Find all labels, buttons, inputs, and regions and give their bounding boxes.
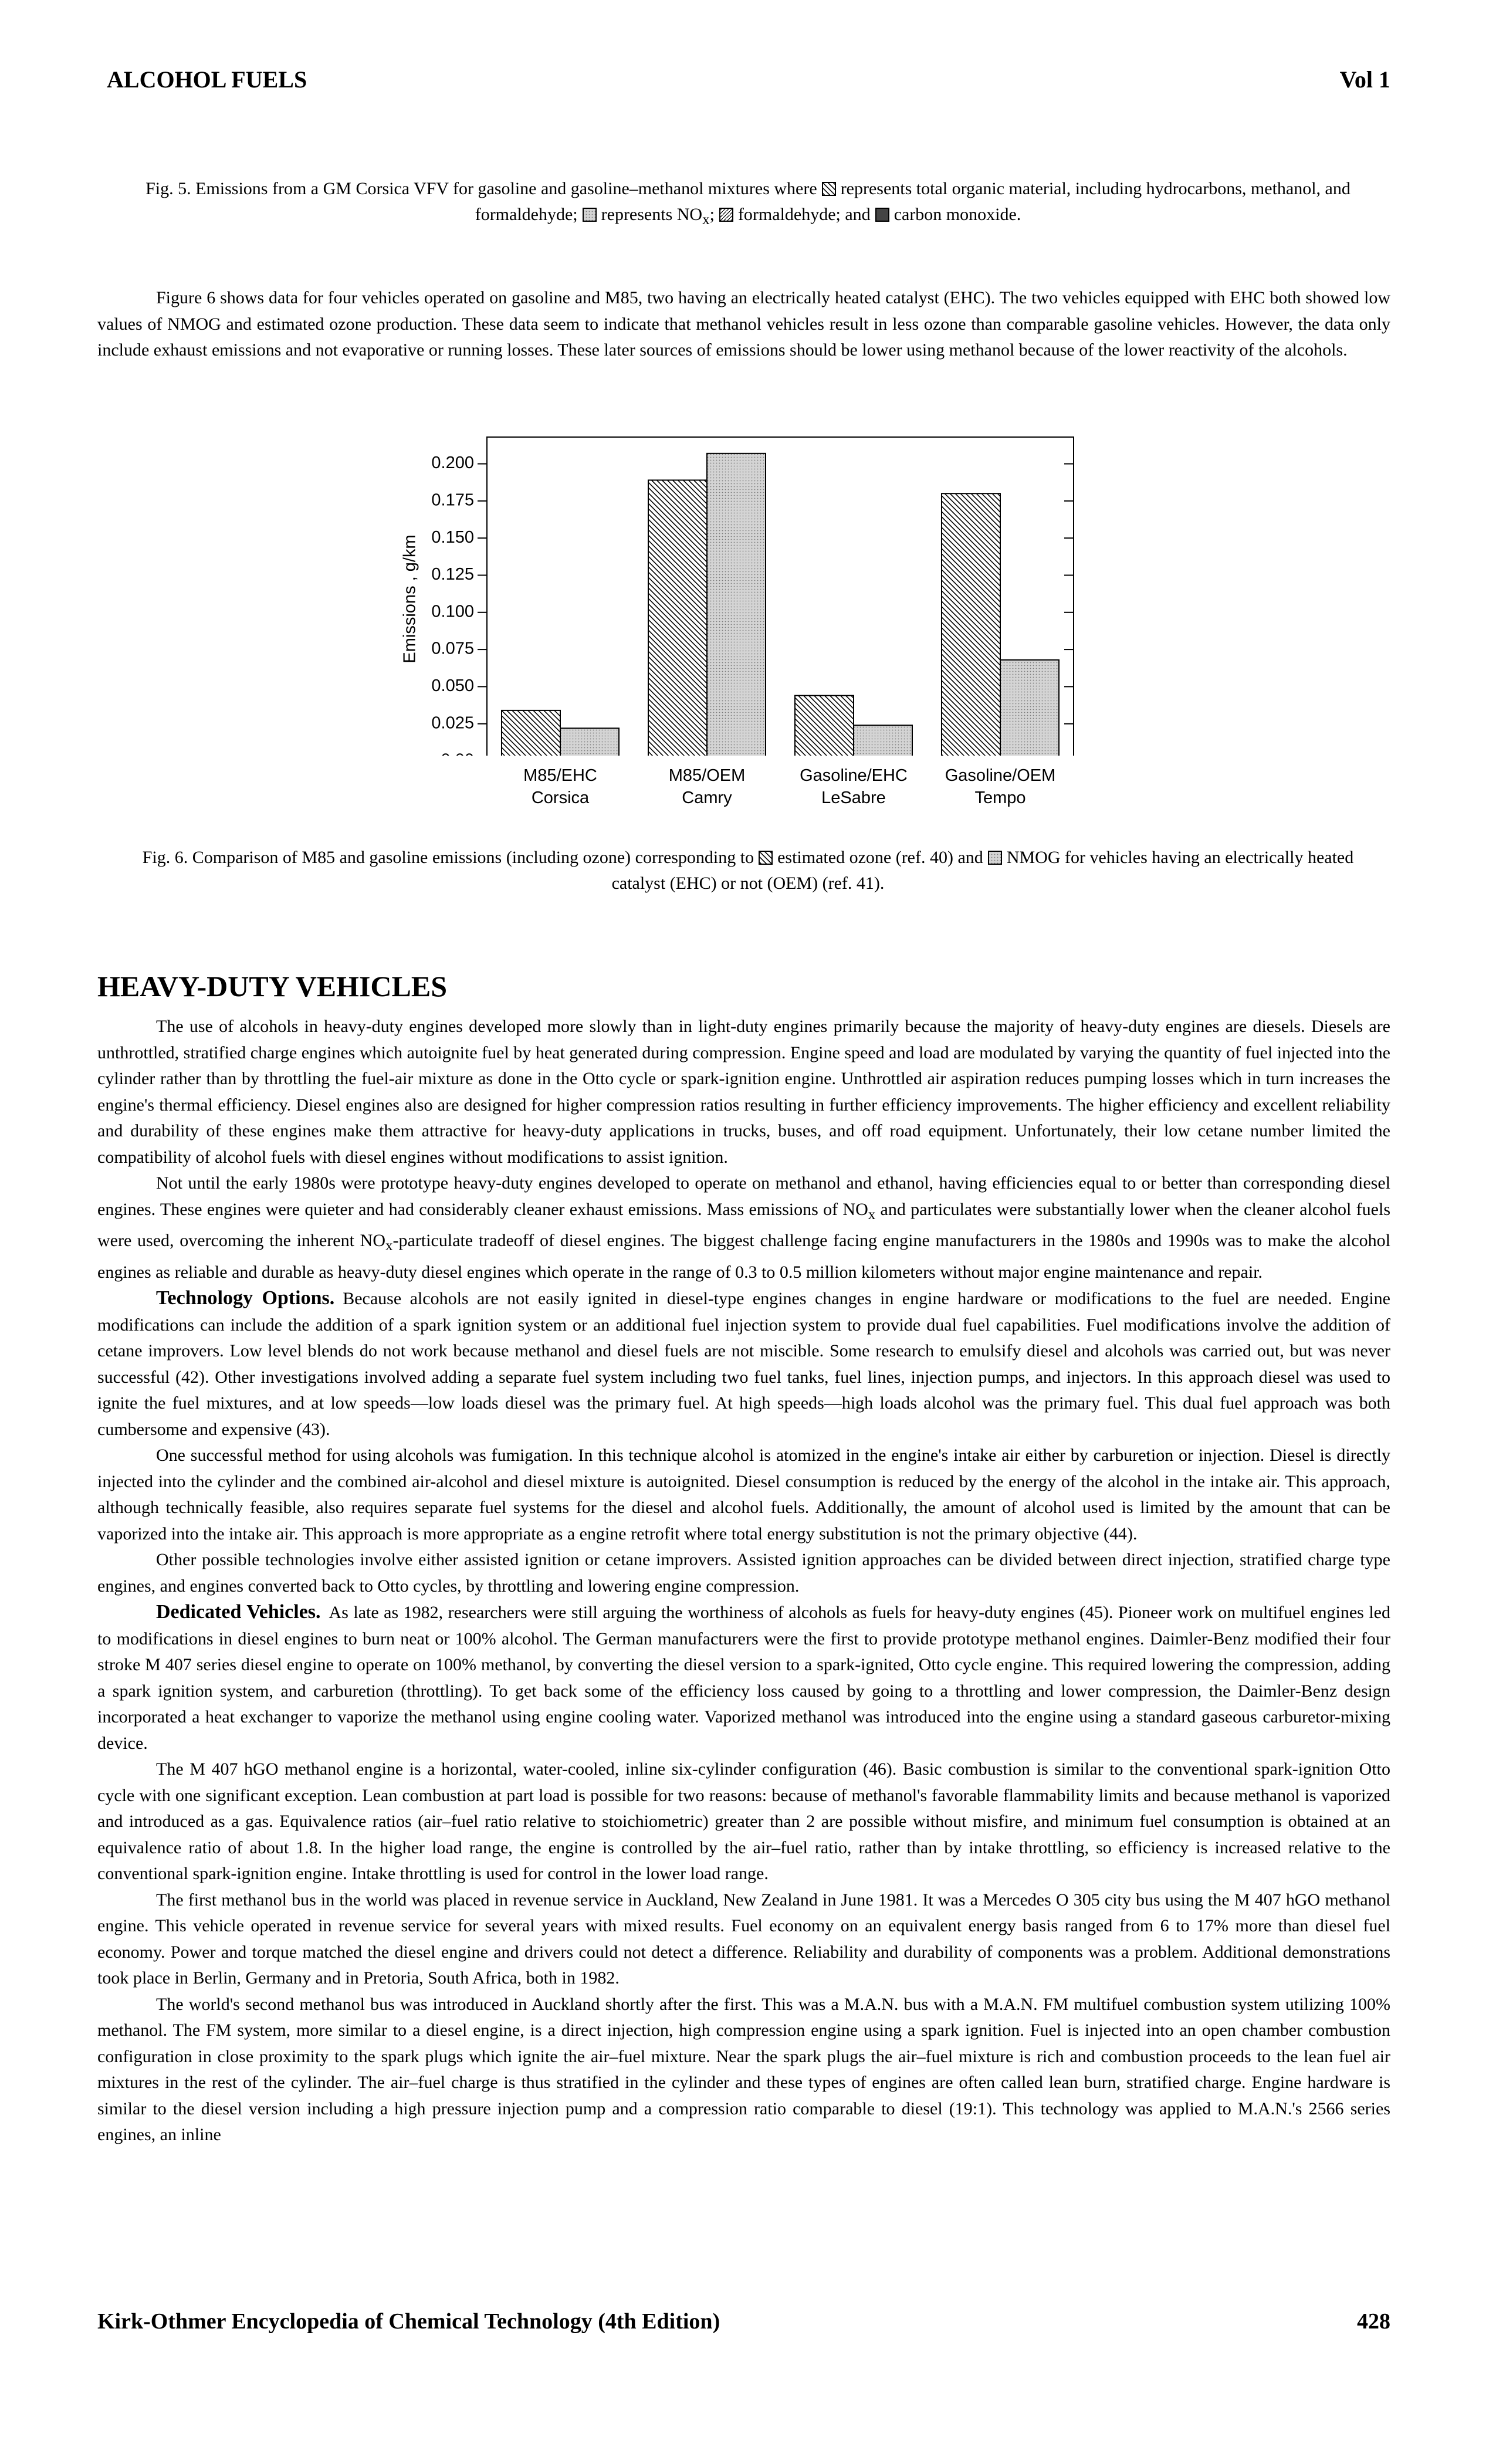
x-tick-label: M85/OEM Camry — [668, 766, 746, 807]
text-run: Not until the early 1980s were prototype… — [97, 1173, 1390, 1219]
y-tick-label: 0.200 — [431, 453, 474, 472]
body-text: The use of alcohols in heavy-duty engine… — [97, 1014, 1390, 2287]
y-tick-label: 0.150 — [431, 528, 474, 547]
running-header: ALCOHOL FUELS — [107, 66, 307, 93]
x-tick-label: Gasoline/EHC LeSabre — [800, 766, 908, 807]
caption-text: represents NO — [601, 205, 703, 224]
caption-text: for vehicles having an electrically heat… — [611, 848, 1354, 893]
text-run: and particulates were substantially lowe… — [97, 1199, 1390, 1251]
page-number: 428 — [1357, 2309, 1390, 2334]
x-tick-label: M85/EHC Corsica — [523, 766, 597, 807]
chart-svg: 0.00 0.025 0.050 0.075 0.100 0.125 0.150 0.175 0… — [401, 436, 1074, 770]
bar — [501, 709, 561, 762]
legend-icon — [821, 182, 836, 196]
paragraph: Technology Options. Because alcohols are … — [97, 1285, 1390, 1443]
caption-text: represents total organic material, inclu… — [475, 179, 1351, 224]
caption-text: Fig. 5. Emissions from a GM Corsica VFV … — [145, 179, 817, 198]
text-run: The first methanol bus in the world was … — [97, 1890, 1390, 1988]
section-heading: HEAVY-DUTY VEHICLES — [97, 970, 448, 1003]
footer-title: Kirk-Othmer Encyclopedia of Chemical Tec… — [97, 2309, 720, 2334]
bar — [706, 452, 766, 761]
run-in-heading: Dedicated Vehicles. — [156, 1601, 321, 1623]
paragraph: The first methanol bus in the world was … — [97, 1887, 1390, 1992]
paragraph: The world's second methanol bus was intr… — [97, 1992, 1390, 2148]
y-tick-label: 0.100 — [431, 602, 474, 621]
paragraph: Dedicated Vehicles. As late as 1982, rese… — [97, 1599, 1390, 1756]
y-tick-label: 0.175 — [431, 491, 474, 510]
caption-text: and — [957, 848, 983, 867]
paragraph: The use of alcohols in heavy-duty engine… — [97, 1014, 1390, 1170]
figure-caption: Fig. 5. Emissions from a GM Corsica VFV … — [141, 176, 1355, 233]
subscript: x — [385, 1238, 393, 1254]
text-run: -particulate tradeoff of diesel engines.… — [97, 1231, 1390, 1282]
bar — [794, 695, 854, 761]
text-run: The world's second methanol bus was intr… — [97, 1994, 1390, 2145]
text-run: Because alcohols are not easily ignited … — [97, 1289, 1390, 1439]
y-tick-label: 0.075 — [431, 639, 474, 658]
text-run: The M 407 hGO methanol engine is a horiz… — [97, 1759, 1390, 1883]
caption-text: Fig. 6. Comparison of M85 and gasoline e… — [142, 848, 754, 867]
text-run: One successful method for using alcohols… — [97, 1446, 1390, 1544]
y-tick-label: 0.050 — [431, 676, 474, 695]
bar — [560, 727, 620, 761]
legend-icon — [987, 851, 1002, 865]
bar — [941, 493, 1001, 761]
x-tick-label: Gasoline/OEM Tempo — [945, 766, 1056, 807]
legend-icon — [875, 208, 889, 222]
subscript: x — [702, 212, 710, 228]
y-tick-label: 0.00 — [441, 751, 474, 756]
figure-caption: Fig. 6. Comparison of M85 and gasoline e… — [141, 845, 1355, 896]
y-tick-label: 0.125 — [431, 565, 474, 584]
paragraph: Figure 6 shows data for four vehicles op… — [97, 288, 1390, 360]
subscript: x — [868, 1206, 876, 1223]
paragraph: The M 407 hGO methanol engine is a horiz… — [97, 1756, 1390, 1887]
caption-text: ; — [709, 205, 715, 224]
volume: Vol 1 — [1339, 66, 1390, 93]
caption-text: carbon monoxide. — [893, 205, 1021, 224]
text-run: The use of alcohols in heavy-duty engine… — [97, 1017, 1390, 1167]
paragraph: Not until the early 1980s were prototype… — [97, 1170, 1390, 1285]
text-run: Other possible technologies involve eith… — [97, 1550, 1390, 1596]
paragraph: One successful method for using alcohols… — [97, 1443, 1390, 1547]
intro-paragraph: Figure 6 shows data for four vehicles op… — [97, 285, 1390, 364]
run-in-heading: Technology Options. — [156, 1287, 335, 1309]
y-axis-label: Emissions , g/km — [401, 534, 419, 663]
caption-text: formaldehyde; and — [737, 205, 871, 224]
y-tick-label: 0.025 — [431, 713, 474, 732]
legend-icon — [759, 851, 773, 865]
legend-label: estimated ozone (ref. 40) — [777, 848, 953, 867]
chart: 0.00 0.025 0.050 0.075 0.100 0.125 0.150 0.175 0… — [387, 427, 1091, 838]
text-run: As late as 1982, researchers were still … — [97, 1603, 1390, 1753]
legend-icon — [719, 208, 733, 222]
bar — [648, 479, 708, 762]
legend-icon — [582, 208, 597, 222]
paragraph: Other possible technologies involve eith… — [97, 1547, 1390, 1599]
legend-label: NMOG — [1006, 848, 1061, 867]
bar — [1000, 659, 1060, 762]
bar — [853, 725, 913, 762]
